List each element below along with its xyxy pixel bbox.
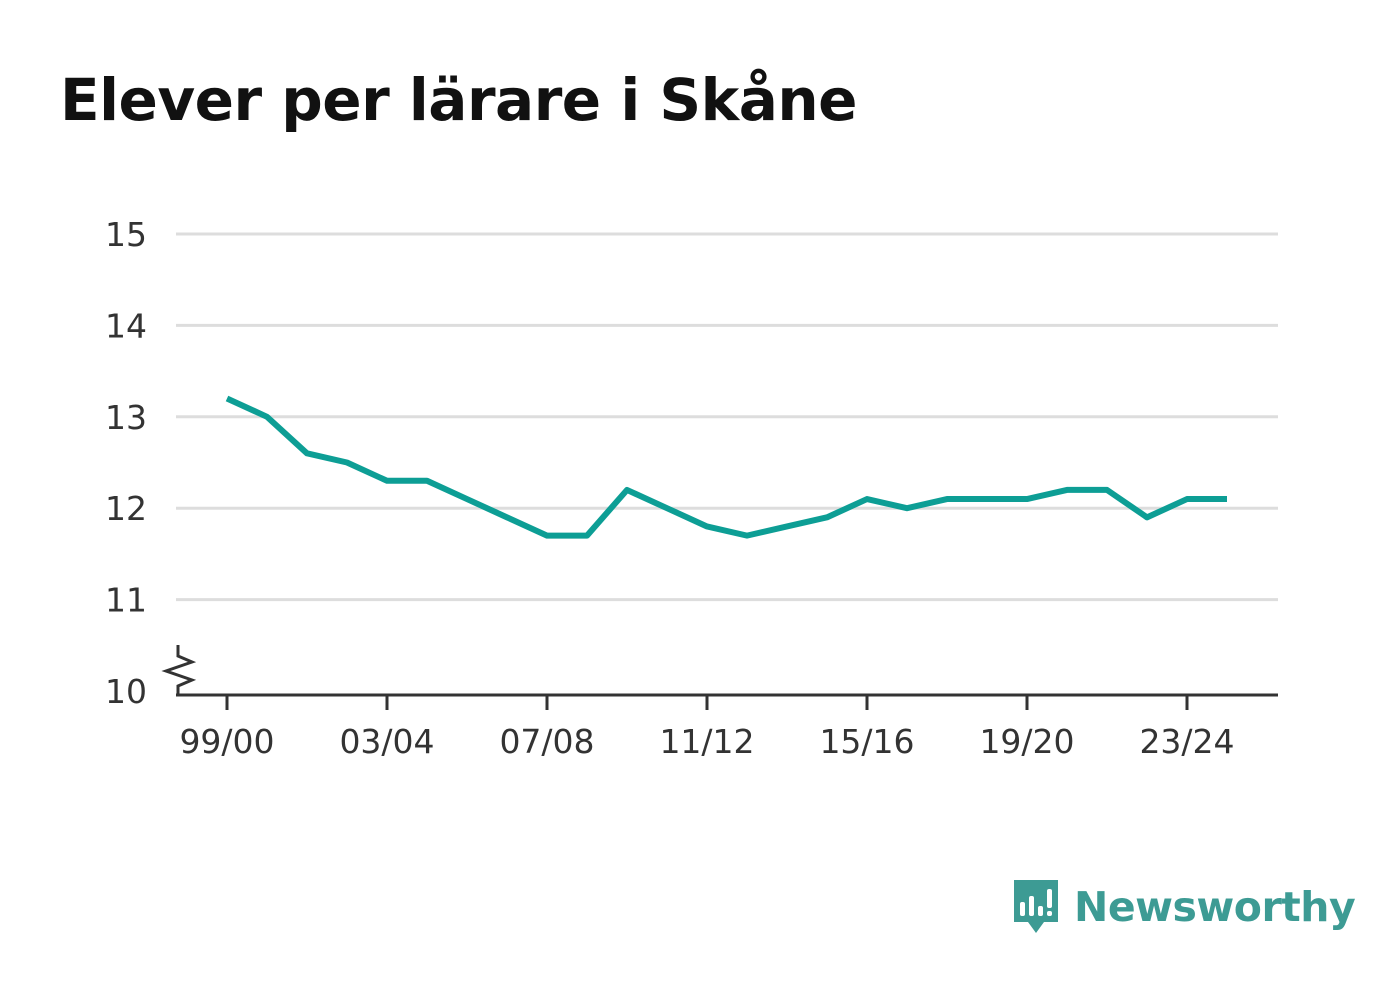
series-layer — [225, 395, 1227, 539]
x-tick-label-03/04: 03/04 — [339, 722, 434, 761]
x-tick-label-11/12: 11/12 — [659, 722, 754, 761]
y-tick-label-10: 10 — [105, 672, 147, 711]
x-tick-label-23/24: 23/24 — [1139, 722, 1234, 761]
x-tick-label-15/16: 15/16 — [819, 722, 914, 761]
chart-title: Elever per lärare i Skåne — [60, 66, 858, 134]
brand-logo: Newsworthy — [1010, 876, 1356, 938]
x-tick-label-07/08: 07/08 — [499, 722, 594, 761]
y-tick-label-15: 15 — [105, 215, 147, 254]
y-tick-label-13: 13 — [105, 398, 147, 437]
x-tick-label-99/00: 99/00 — [179, 722, 274, 761]
brand-name: Newsworthy — [1074, 883, 1356, 931]
y-tick-label-11: 11 — [105, 581, 147, 620]
x-tick-label-19/20: 19/20 — [979, 722, 1074, 761]
y-tick-label-12: 12 — [105, 489, 147, 528]
x-axis — [161, 645, 1278, 697]
gridlines — [176, 232, 1278, 602]
x-axis-ticks: 99/00 03/04 07/08 11/12 15/16 19/20 23/24 — [179, 695, 1235, 761]
y-axis-tick-labels: 10 11 12 13 14 15 — [105, 215, 147, 711]
y-tick-label-14: 14 — [105, 306, 147, 345]
series-line-0 — [225, 395, 1227, 539]
y-axis-break-icon — [161, 645, 197, 695]
bar-chart-speech-bubble-icon — [1014, 880, 1058, 933]
